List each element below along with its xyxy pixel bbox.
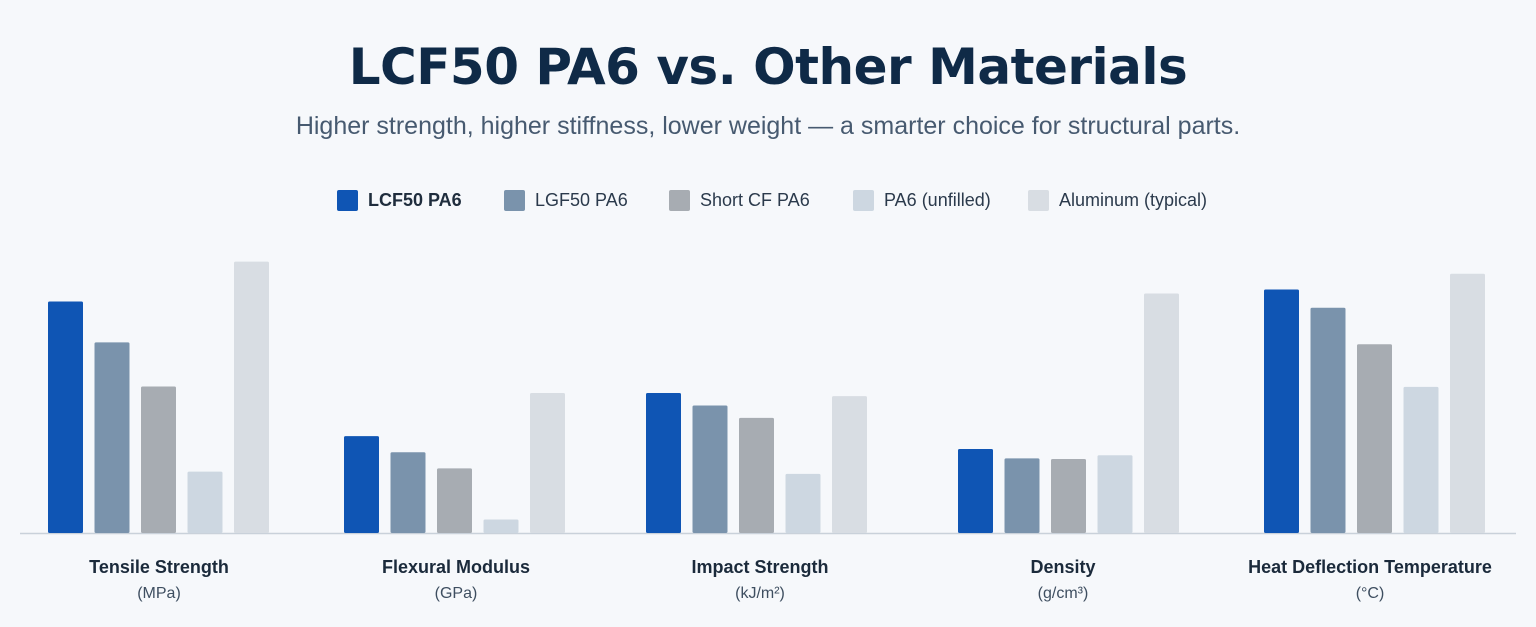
bar bbox=[437, 468, 472, 533]
bar bbox=[141, 386, 176, 533]
legend-swatch bbox=[504, 189, 525, 211]
bar bbox=[646, 393, 681, 533]
category-unit-label: (GPa) bbox=[435, 585, 478, 602]
bar bbox=[48, 301, 83, 533]
legend: LCF50 PA6 LGF50 PA6 Short CF PA6 PA6 (un… bbox=[0, 186, 1536, 214]
bar-group bbox=[646, 393, 867, 533]
bar bbox=[958, 449, 993, 533]
legend-label: LGF50 PA6 bbox=[535, 189, 628, 210]
bar bbox=[234, 261, 269, 533]
category-label: Density bbox=[1030, 557, 1095, 577]
bar bbox=[530, 393, 565, 533]
category-label: Flexural Modulus bbox=[382, 557, 530, 577]
bar bbox=[1357, 344, 1392, 533]
category-label: Heat Deflection Temperature bbox=[1248, 557, 1492, 577]
legend-swatch bbox=[337, 189, 358, 211]
category-unit-label: (MPa) bbox=[137, 585, 181, 602]
legend-label: Short CF PA6 bbox=[700, 189, 810, 210]
bar bbox=[832, 396, 867, 533]
bar bbox=[1051, 458, 1086, 533]
bar-group bbox=[958, 293, 1179, 533]
legend-item-pa6: PA6 (unfilled) bbox=[853, 186, 991, 214]
bar bbox=[692, 405, 728, 533]
chart-title: LCF50 PA6 vs. Other Materials bbox=[348, 38, 1188, 96]
bar bbox=[390, 452, 426, 533]
legend-swatch bbox=[669, 189, 690, 211]
legend-item-lgf50: LGF50 PA6 bbox=[504, 186, 628, 214]
legend-item-aluminum: Aluminum (typical) bbox=[1028, 186, 1207, 214]
bar-group bbox=[48, 261, 269, 533]
bar bbox=[1450, 273, 1485, 533]
bar bbox=[785, 473, 821, 533]
bar bbox=[483, 519, 519, 533]
bar-group bbox=[1264, 273, 1485, 533]
category-unit-label: (g/cm³) bbox=[1038, 585, 1089, 602]
category-unit-label: (°C) bbox=[1356, 585, 1385, 602]
category-unit-label: (kJ/m²) bbox=[735, 585, 785, 602]
chart-subtitle: Higher strength, higher stiffness, lower… bbox=[295, 112, 1241, 140]
bar bbox=[1264, 289, 1299, 533]
bar bbox=[187, 471, 223, 533]
bar bbox=[1310, 307, 1346, 533]
bar bbox=[1004, 458, 1040, 533]
legend-item-lcf50: LCF50 PA6 bbox=[337, 186, 462, 214]
legend-label: PA6 (unfilled) bbox=[884, 189, 991, 210]
category-label: Tensile Strength bbox=[89, 557, 229, 577]
bar bbox=[94, 342, 130, 533]
category-label: Impact Strength bbox=[691, 557, 828, 577]
legend-label: LCF50 PA6 bbox=[368, 189, 462, 210]
bar bbox=[1403, 386, 1439, 533]
legend-swatch bbox=[853, 189, 874, 211]
bar bbox=[739, 417, 774, 533]
bar bbox=[344, 436, 379, 533]
legend-swatch bbox=[1028, 189, 1049, 211]
legend-item-short-cf: Short CF PA6 bbox=[669, 186, 810, 214]
bar bbox=[1144, 293, 1179, 533]
legend-label: Aluminum (typical) bbox=[1059, 189, 1208, 210]
bar-group bbox=[344, 393, 565, 533]
bar bbox=[1097, 455, 1133, 533]
